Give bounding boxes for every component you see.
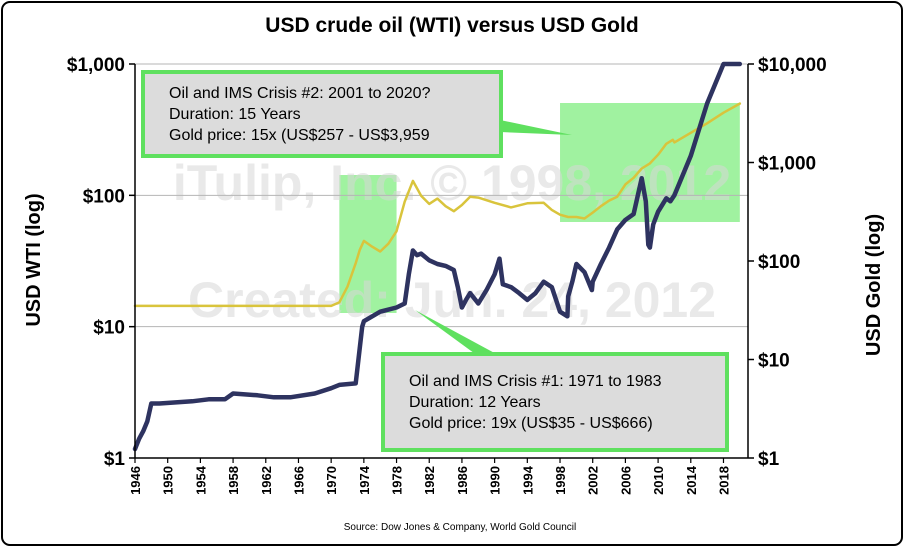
series-layer bbox=[132, 61, 743, 452]
axes-layer: $1 $10 $100 $1,000 $1 $10 $100 $1,000 $10,000 194… bbox=[67, 55, 827, 495]
y-left-tick-label: $10 bbox=[93, 318, 125, 339]
y-right-tick-label: $10 bbox=[758, 351, 790, 372]
y-left-tick-label: $1 bbox=[104, 449, 126, 470]
y-axis-left-title: USD WTI (log) bbox=[23, 193, 45, 326]
callout-crisis-1-line-1: Oil and IMS Crisis #1: 1971 to 1983 bbox=[409, 373, 662, 390]
x-tick-label: 1950 bbox=[161, 466, 176, 495]
callout-crisis-2: Oil and IMS Crisis #2: 2001 to 2020? Dur… bbox=[141, 70, 503, 158]
callout-crisis-2-pointer bbox=[500, 120, 572, 135]
callout-crisis-1-line-3: Gold price: 19x (US$35 - US$666) bbox=[409, 415, 653, 432]
x-tick-label: 1974 bbox=[357, 465, 372, 495]
x-tick-label: 1982 bbox=[422, 466, 437, 495]
callout-crisis-1-line-2: Duration: 12 Years bbox=[409, 394, 541, 411]
x-tick-label: 1978 bbox=[390, 466, 405, 495]
series-gold-line bbox=[133, 102, 742, 308]
series-oil-line bbox=[132, 61, 743, 452]
callout-crisis-2-line-3: Gold price: 15x (US$257 - US$3,959 bbox=[169, 127, 430, 144]
x-tick-label: 1990 bbox=[488, 466, 503, 495]
x-tick-label: 2010 bbox=[651, 466, 666, 495]
callout-crisis-1-pointer bbox=[415, 310, 500, 356]
x-tick-label: 1954 bbox=[193, 465, 208, 495]
y-axis-right-title: USD Gold (log) bbox=[863, 214, 885, 356]
x-tick-label: 1986 bbox=[455, 466, 470, 495]
x-tick-label: 2006 bbox=[618, 466, 633, 495]
callout-crisis-1: Oil and IMS Crisis #1: 1971 to 1983 Dura… bbox=[381, 352, 729, 452]
x-tick-label: 1998 bbox=[553, 466, 568, 495]
callout-crisis-2-line-2: Duration: 15 Years bbox=[169, 106, 301, 123]
callout-connectors bbox=[415, 120, 572, 356]
x-tick-label: 1962 bbox=[259, 466, 274, 495]
x-tick-label: 1958 bbox=[226, 466, 241, 495]
watermark-line-2: Created: Jun. 24, 2012 bbox=[188, 272, 716, 328]
x-tick-label: 1946 bbox=[128, 466, 143, 495]
y-right-tick-label: $10,000 bbox=[758, 55, 827, 76]
y-right-tick-label: $1 bbox=[758, 449, 780, 470]
x-tick-label: 1966 bbox=[291, 466, 306, 495]
x-tick-label: 1994 bbox=[520, 465, 535, 495]
chart-title: USD crude oil (WTI) versus USD Gold bbox=[265, 14, 638, 37]
callout-crisis-2-line-1: Oil and IMS Crisis #2: 2001 to 2020? bbox=[169, 85, 431, 102]
y-right-tick-label: $1,000 bbox=[758, 154, 816, 175]
y-left-tick-label: $100 bbox=[83, 186, 125, 207]
source-note: Source: Dow Jones & Company, World Gold … bbox=[344, 522, 577, 533]
y-right-tick-label: $100 bbox=[758, 252, 800, 273]
x-tick-label: 2014 bbox=[684, 465, 699, 495]
x-tick-label: 1970 bbox=[324, 466, 339, 495]
x-tick-label: 2018 bbox=[716, 466, 731, 495]
y-left-tick-label: $1,000 bbox=[67, 55, 125, 76]
x-tick-label: 2002 bbox=[586, 466, 601, 495]
